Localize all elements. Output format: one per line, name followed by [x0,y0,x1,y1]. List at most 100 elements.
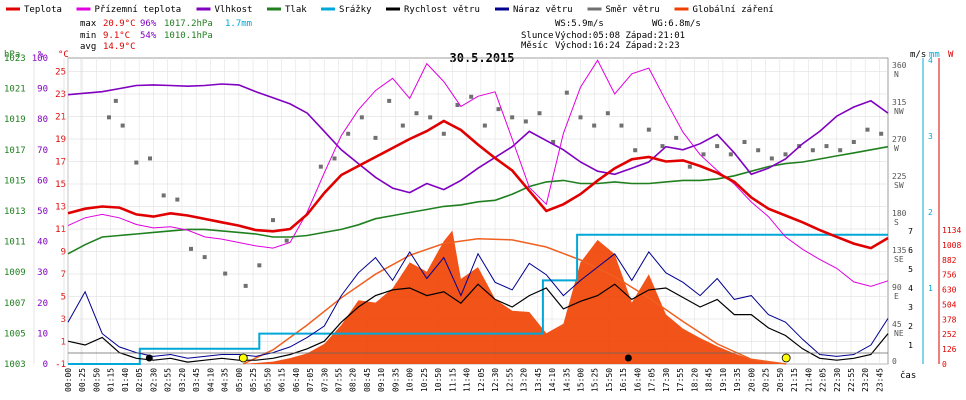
wind-direction-point [346,131,351,136]
x-tick-label: 22:30 [833,368,842,392]
direction-tick-label: 180 [892,209,907,218]
wind-direction-point [387,98,392,103]
wind-direction-point [414,111,419,116]
x-tick-label: 09:10 [377,368,386,392]
wind-direction-point [107,115,111,120]
left-axis-unit: hPa [4,50,20,60]
x-tick-label: 06:40 [292,368,301,392]
wind-direction-point [189,246,193,251]
humidity-line [67,83,889,194]
left-axis-unit: % [38,50,44,60]
wind-direction-point [400,123,405,128]
stat-avg-temp: 14.9°C [103,42,136,52]
pct-tick-label: 40 [37,238,48,248]
celsius-tick-label: 21 [55,113,66,123]
radiation-tick-label: 882 [942,256,957,265]
pct-tick-label: 10 [37,329,48,339]
x-tick-label: 03:45 [192,368,201,392]
wind-direction-point [113,98,118,103]
info-moon: Východ:16:24 Západ:2:23 [555,41,680,51]
direction-tick-name: NE [894,329,904,338]
celsius-tick-label: 1 [61,338,66,348]
radiation-tick-label: 0 [942,360,947,369]
legend-label: Srážky [339,5,372,15]
wind-direction-point [243,283,248,288]
wind-direction-point [715,144,720,149]
wind-tick-label: 2 [908,322,913,331]
x-tick-label: 08:45 [363,368,372,392]
radiation-tick-label: 1008 [942,241,961,250]
pct-tick-label: 90 [37,85,48,95]
x-tick-label: 03:20 [178,368,187,392]
pct-tick-label: 30 [37,268,48,278]
wind-direction-point [742,140,747,144]
left-axis-unit: °C [58,50,69,60]
hpa-tick-label: 1021 [4,85,26,95]
wind-direction-point [359,115,364,120]
wind-tick-label: 4 [908,284,913,293]
direction-tick-name: NW [894,107,904,116]
x-tick-label: 15:50 [605,368,614,392]
wind-direction-point [120,123,125,128]
legend-label: Přízemní teplota [95,5,182,15]
stat-max-rain: 1.7mm [225,19,252,29]
legend-label: Globální záření [693,5,774,15]
sun-moon-info: WS:5.9m/s WG:6.8m/s Slunce Východ:05:08 … [521,19,701,51]
x-tick-label: 15:00 [577,368,586,392]
wind-tick-label: 5 [908,265,913,274]
pct-tick-label: 20 [37,299,48,309]
x-tick-label: 09:35 [391,368,400,392]
celsius-tick-label: 23 [55,90,66,100]
right-axis-unit: W [948,50,954,60]
stat-max-label: max [80,19,97,29]
x-tick-label: 13:45 [534,368,543,392]
x-tick-label: 00:25 [78,368,87,392]
hpa-tick-label: 1009 [4,268,26,278]
hpa-tick-label: 1015 [4,176,26,186]
wind-direction-point [824,144,829,149]
legend-label: Teplota [24,5,62,15]
sunset-marker [781,353,791,363]
direction-tick-label: 0 [892,357,897,366]
wind-direction-point [564,90,569,95]
wind-direction-point [646,127,651,132]
x-tick-label: 02:05 [135,368,144,392]
x-tick-label: 01:15 [107,368,116,392]
wind-direction-point [510,115,515,120]
wind-direction-point [284,238,289,243]
wind-direction-point [578,115,583,120]
x-tick-label: 14:35 [562,368,571,392]
wind-direction-point [687,164,692,169]
x-tick-label: 12:30 [491,368,500,392]
legend-label: Směr větru [606,5,660,15]
direction-tick-label: 270 [892,135,907,144]
x-tick-label: 17:55 [676,368,685,392]
legend-label: Vlhkost [215,5,253,15]
radiation-tick-label: 756 [942,271,957,280]
wind-direction-point [148,156,152,161]
stat-avg-label: avg [80,42,96,52]
radiation-tick-label: 126 [942,345,957,354]
celsius-tick-label: 13 [55,203,66,213]
x-tick-label: 16:15 [619,368,628,392]
stats-block: max 20.9°C 96% 1017.2hPa 1.7mm min 9.1°C… [80,19,252,52]
stat-max-hum: 96% [140,19,157,29]
legend-label: Rychlost větru [404,5,480,15]
x-tick-label: 13:20 [520,368,529,392]
direction-tick-label: 135 [892,246,907,255]
wind-direction-point [605,111,610,116]
info-sun: Východ:05:08 Západ:21:01 [555,31,685,41]
wind-direction-point [674,135,679,140]
x-tick-label: 23:45 [875,368,884,392]
x-tick-label: 08:20 [349,368,358,392]
axes: 00:00 00:25 00:50 01:15 01:40 02:05 02:30 02:55… [4,50,961,392]
legend: Teplota Přízemní teplota Vlhkost Tlak Srážky… [6,5,774,15]
celsius-tick-label: 17 [55,158,66,168]
wind-direction-point [257,263,262,268]
wind-direction-point [134,160,139,165]
direction-tick-name: SE [894,255,904,264]
x-tick-label: 05:50 [263,368,272,392]
x-axis-unit: čas [900,370,916,381]
wind-direction-point [783,152,788,157]
direction-tick-label: 45 [892,320,902,329]
